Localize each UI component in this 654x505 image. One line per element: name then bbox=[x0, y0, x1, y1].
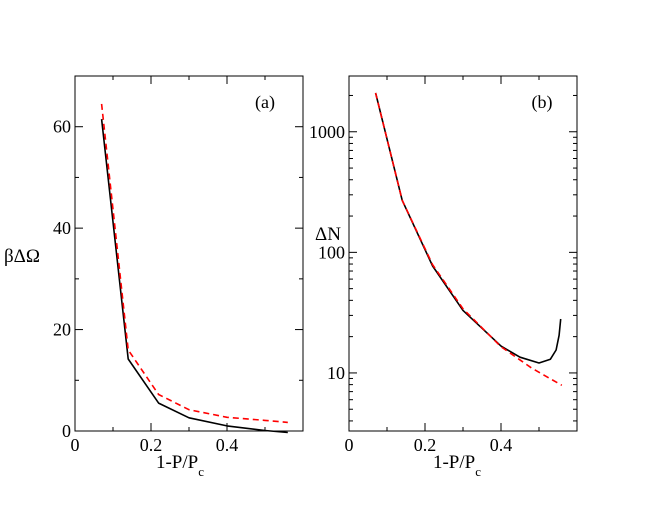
panel-label-a: (a) bbox=[255, 92, 275, 113]
y-tick-label: 10 bbox=[327, 363, 345, 383]
x-axis-title-sub-b: c bbox=[475, 464, 481, 479]
y-tick-label: 100 bbox=[318, 242, 345, 262]
series-line-dashed bbox=[374, 92, 563, 386]
x-axis-title-main-a: 1-P/P bbox=[156, 452, 198, 473]
plot-frame-b bbox=[348, 75, 578, 432]
x-tick-label: 0 bbox=[345, 435, 354, 455]
series-line-dashed bbox=[100, 103, 288, 424]
y-tick-label: 1000 bbox=[309, 122, 345, 142]
y-axis-title-b: ΔN bbox=[315, 224, 341, 245]
series-line-solid bbox=[374, 92, 562, 364]
y-tick-label: 60 bbox=[53, 117, 71, 137]
y-tick-label: 20 bbox=[53, 320, 71, 340]
panel-b: 0 0.2 0.4 10 100 1000 (b) ΔN 1-P/Pc bbox=[309, 75, 578, 479]
x-tick-label: 0 bbox=[71, 435, 80, 455]
x-axis-title-b: 1-P/Pc bbox=[433, 452, 481, 479]
x-axis-title-a: 1-P/Pc bbox=[156, 452, 204, 479]
x-axis-title-main-b: 1-P/P bbox=[433, 452, 475, 473]
x-axis-title-sub-a: c bbox=[198, 464, 204, 479]
x-tick-label: 0.2 bbox=[140, 435, 163, 455]
x-tick-label: 0.4 bbox=[216, 435, 239, 455]
x-tick-label: 0.4 bbox=[490, 435, 513, 455]
x-tick-label: 0.2 bbox=[414, 435, 437, 455]
y-tick-label: 0 bbox=[62, 421, 71, 441]
y-axis-title-a: βΔΩ bbox=[4, 246, 40, 267]
series-line-solid bbox=[100, 119, 288, 434]
plot-frame-a bbox=[74, 75, 304, 432]
y-tick-label: 40 bbox=[53, 218, 71, 238]
panel-a: 0 0.2 0.4 0 20 40 60 (a) βΔΩ 1-P/Pc bbox=[4, 75, 304, 479]
panel-label-b: (b) bbox=[532, 92, 553, 113]
